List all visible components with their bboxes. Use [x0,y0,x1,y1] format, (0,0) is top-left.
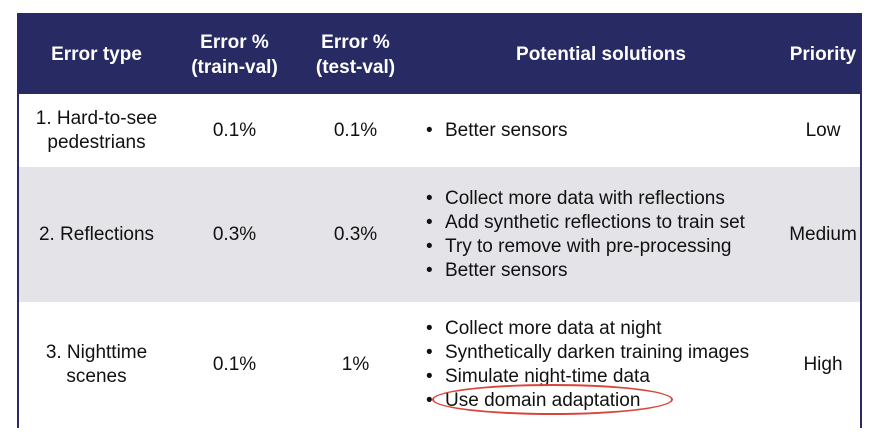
table-row: 1. Hard-to-see pedestrians 0.1% 0.1% Bet… [19,94,860,167]
solution-item: Better sensors [426,259,786,283]
priority-cell: High [786,302,860,428]
solution-item: Collect more data with reflections [426,187,786,211]
solutions-cell: Better sensors [416,94,786,167]
solution-item: Collect more data at night [426,317,786,341]
solution-item: Synthetically darken training images [426,341,786,365]
solutions-list: Collect more data with reflections Add s… [416,187,786,283]
header-solutions: Potential solutions [416,15,786,94]
error-type-cell: 3. Nighttime scenes [19,302,174,428]
solutions-cell: Collect more data with reflections Add s… [416,167,786,302]
solutions-list: Better sensors [416,119,786,143]
table-row: 3. Nighttime scenes 0.1% 1% Collect more… [19,302,860,428]
train-val-cell: 0.1% [174,302,295,428]
error-analysis-table-frame: Error type Error % (train-val) Error % (… [17,13,862,428]
solution-item: Simulate night-time data [426,365,786,389]
train-val-cell: 0.1% [174,94,295,167]
solutions-cell: Collect more data at night Synthetically… [416,302,786,428]
solution-item: Try to remove with pre-processing [426,235,786,259]
error-analysis-table: Error type Error % (train-val) Error % (… [19,15,860,428]
train-val-cell: 0.3% [174,167,295,302]
solution-item-highlighted: Use domain adaptation [426,384,786,415]
highlighted-solution: Use domain adaptation [432,384,673,415]
header-priority: Priority [786,15,860,94]
header-train-val: Error % (train-val) [174,15,295,94]
header-error-type: Error type [19,15,174,94]
solution-item: Add synthetic reflections to train set [426,211,786,235]
test-val-cell: 0.1% [295,94,416,167]
error-type-cell: 1. Hard-to-see pedestrians [19,94,174,167]
header-row: Error type Error % (train-val) Error % (… [19,15,860,94]
solution-item: Better sensors [426,119,786,143]
priority-cell: Medium [786,167,860,302]
test-val-cell: 0.3% [295,167,416,302]
solutions-list: Collect more data at night Synthetically… [416,317,786,415]
error-type-cell: 2. Reflections [19,167,174,302]
priority-cell: Low [786,94,860,167]
test-val-cell: 1% [295,302,416,428]
table-row: 2. Reflections 0.3% 0.3% Collect more da… [19,167,860,302]
header-test-val: Error % (test-val) [295,15,416,94]
